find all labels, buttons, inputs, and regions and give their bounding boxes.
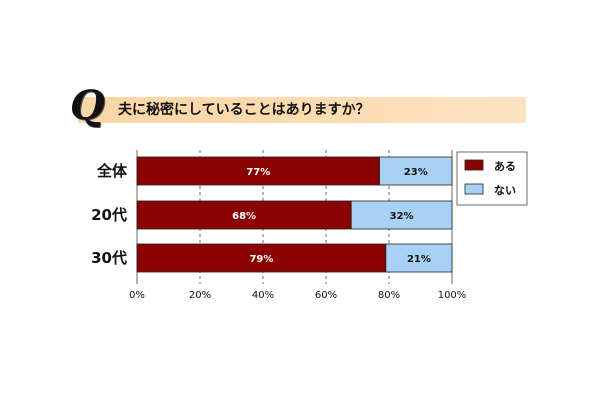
x-tick-label: 100%: [438, 290, 467, 301]
question-banner: [78, 97, 526, 123]
legend-label: ある: [494, 160, 516, 173]
question-mark-icon: Q: [70, 82, 105, 129]
bar-segment: [136, 243, 387, 273]
x-tick-label: 20%: [189, 290, 211, 301]
x-tick-label: 0%: [129, 290, 145, 301]
labels: 0% 20% 40% 60% 80% 100% 77% 23% 全体 68% 32% 20代 79% 21…: [91, 162, 466, 301]
legend-swatch: [464, 183, 484, 195]
bar-segment: [136, 156, 380, 186]
bar-segment: [379, 156, 453, 186]
data-label: 68%: [232, 211, 256, 222]
bars: [136, 156, 453, 273]
data-label: 32%: [390, 211, 414, 222]
bar-segment: [350, 200, 453, 230]
category-label: 全体: [96, 162, 128, 180]
x-tick-label: 60%: [315, 290, 337, 301]
data-label: 77%: [246, 167, 270, 178]
data-label: 79%: [249, 254, 273, 265]
category-label: 20代: [91, 206, 127, 224]
bar-segment: [385, 243, 453, 273]
legend-swatch: [464, 159, 484, 171]
data-label: 23%: [404, 167, 428, 178]
legend-label: ない: [494, 184, 516, 197]
category-label: 30代: [91, 249, 127, 267]
x-tick-label: 80%: [378, 290, 400, 301]
question-text: 夫に秘密にしていることはありますか？: [118, 102, 370, 118]
data-label: 21%: [407, 254, 431, 265]
x-tick-label: 40%: [252, 290, 274, 301]
